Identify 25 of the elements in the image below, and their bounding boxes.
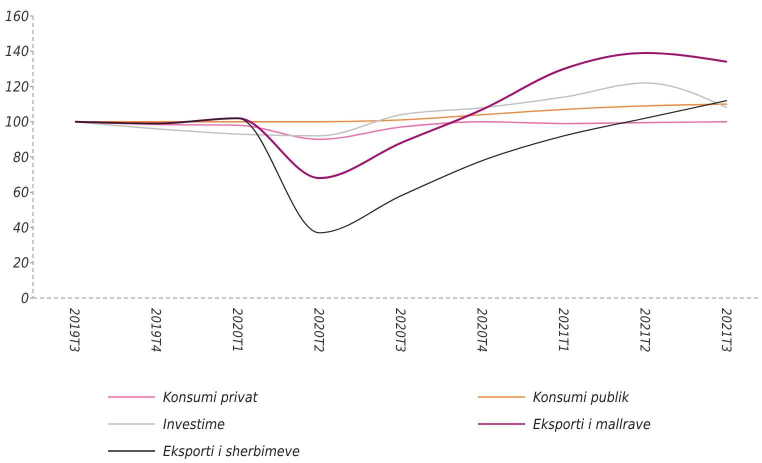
y-tick-label: 60: [12, 185, 29, 202]
legend-label: Konsumi publik: [533, 390, 630, 406]
y-tick-label: 120: [4, 79, 29, 96]
y-tick-label: 160: [4, 8, 29, 25]
legend-label: Eksporti i mallrave: [533, 416, 651, 433]
legend-label: Investime: [163, 416, 226, 433]
y-tick-label: 20: [12, 256, 29, 272]
x-tick-label: 2020T4: [474, 308, 488, 352]
x-tick-label: 2021T1: [555, 308, 570, 352]
x-tick-label: 2019T3: [66, 308, 81, 352]
y-tick-label: 100: [4, 114, 29, 131]
legend-label: Konsumi privat: [163, 390, 259, 406]
y-tick-label: 80: [12, 150, 29, 166]
x-tick-label: 2019T4: [148, 308, 162, 352]
line-series: [74, 52, 728, 180]
line-series: [74, 100, 728, 234]
y-tick-label: 0: [20, 290, 29, 307]
x-tick-label: 2020T1: [229, 308, 244, 352]
legend-label: Eksporti i sherbimeve: [163, 444, 300, 460]
y-tick-label: 140: [4, 44, 29, 60]
x-tick-label: 2020T3: [392, 308, 407, 352]
x-tick-label: 2021T3: [718, 308, 733, 352]
x-tick-label: 2021T2: [636, 308, 652, 352]
y-tick-label: 40: [12, 220, 29, 236]
x-tick-label: 2020T2: [310, 308, 326, 352]
